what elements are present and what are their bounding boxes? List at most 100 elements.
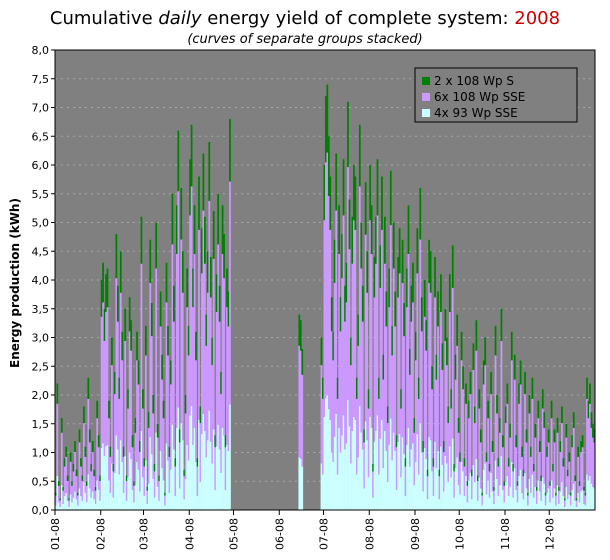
bar-segment-6x108 [158,481,161,501]
bar-segment-2x108 [518,383,521,404]
bar-segment-4x93 [574,500,577,510]
bar-segment-6x108 [527,495,529,506]
bar-segment-4x93 [522,499,525,510]
bar-segment-6x108 [353,220,355,417]
bar-segment-6x108 [515,447,518,490]
bar-segment-6x108 [481,495,484,506]
bar-segment-6x108 [136,360,138,462]
bar-segment-4x93 [339,452,342,510]
bar-segment-4x93 [366,440,369,510]
bar-segment-2x108 [397,257,400,298]
bar-segment-6x108 [85,485,88,503]
bar-segment-6x108 [385,326,388,452]
bar-segment-6x108 [97,447,100,490]
bar-segment-6x108 [183,476,186,500]
bar-segment-6x108 [533,471,535,498]
bar-segment-6x108 [479,442,482,489]
bar-segment-4x93 [198,419,200,510]
bar-segment-2x108 [342,159,345,216]
bar-segment-6x108 [490,394,492,473]
bar-segment-4x93 [355,474,358,510]
bar-segment-4x93 [351,430,354,510]
bar-segment-6x108 [381,229,383,420]
bar-segment-4x93 [220,472,222,510]
bar-segment-4x93 [139,491,141,510]
bar-segment-2x108 [410,285,413,322]
bar-segment-6x108 [325,162,327,399]
bar-segment-6x108 [406,307,408,445]
bar-segment-4x93 [592,486,594,510]
bar-segment-4x93 [106,444,109,510]
bar-segment-4x93 [409,466,411,510]
bar-segment-2x108 [440,274,442,312]
bar-segment-4x93 [497,496,500,510]
bar-segment-4x93 [109,492,112,510]
bar-segment-6x108 [351,263,354,431]
bar-segment-6x108 [60,432,63,486]
bar-segment-4x93 [534,486,537,510]
bar-segment-4x93 [103,455,106,510]
bar-segment-4x93 [482,469,485,510]
bar-segment-4x93 [322,474,324,510]
bar-segment-4x93 [348,426,351,510]
bar-segment-2x108 [378,377,380,399]
bar-segment-6x108 [415,360,417,462]
bar-segment-4x93 [443,491,445,510]
bar-segment-4x93 [378,474,380,510]
legend-swatch [422,93,430,101]
bar-segment-4x93 [115,435,118,510]
bar-segment-4x93 [431,471,433,510]
bar-segment-6x108 [428,282,431,438]
bar-segment-2x108 [96,400,99,419]
bar-segment-2x108 [109,446,112,457]
bar-segment-6x108 [438,476,441,500]
bar-segment-6x108 [168,456,171,493]
bar-segment-4x93 [159,451,162,510]
bar-segment-2x108 [463,458,466,467]
bar-segment-4x93 [100,447,103,510]
bar-segment-6x108 [466,485,469,503]
bar-segment-6x108 [198,229,200,420]
bar-segment-2x108 [469,372,472,395]
bar-segment-4x93 [327,409,330,510]
bar-segment-6x108 [162,418,165,481]
bar-segment-6x108 [336,398,339,475]
bar-segment-2x108 [105,274,107,312]
bar-segment-6x108 [502,447,504,490]
bar-segment-2x108 [127,389,130,409]
bar-segment-2x108 [80,458,82,467]
bar-segment-4x93 [547,488,550,510]
bar-segment-4x93 [391,460,394,510]
bar-segment-6x108 [114,394,116,473]
bar-segment-2x108 [466,481,469,486]
bar-segment-6x108 [531,398,534,475]
bar-segment-4x93 [500,455,503,510]
bar-segment-4x93 [118,474,121,510]
bar-segment-4x93 [215,446,218,510]
bar-segment-2x108 [521,446,523,457]
bar-segment-2x108 [509,423,512,438]
bar-segment-4x93 [192,444,194,510]
bar-segment-4x93 [575,506,578,510]
bar-segment-6x108 [333,282,336,438]
bar-segment-2x108 [544,492,547,496]
bar-segment-6x108 [564,500,566,507]
bar-segment-6x108 [229,181,231,405]
bar-segment-2x108 [491,441,494,453]
bar-segment-4x93 [195,461,197,510]
bar-segment-6x108 [496,413,498,479]
bar-segment-4x93 [422,491,425,510]
bar-segment-2x108 [500,308,503,341]
bar-segment-4x93 [531,474,534,510]
bar-segment-6x108 [339,331,342,453]
bar-segment-4x93 [478,477,481,510]
bar-segment-4x93 [167,460,169,510]
bar-segment-4x93 [347,399,349,510]
bar-segment-4x93 [435,468,438,510]
bar-segment-6x108 [373,297,376,442]
bar-segment-2x108 [329,176,332,230]
bar-segment-6x108 [462,389,464,472]
bar-segment-6x108 [394,326,397,452]
y-tick-label: 6,0 [32,159,50,172]
bar-segment-6x108 [209,297,212,442]
